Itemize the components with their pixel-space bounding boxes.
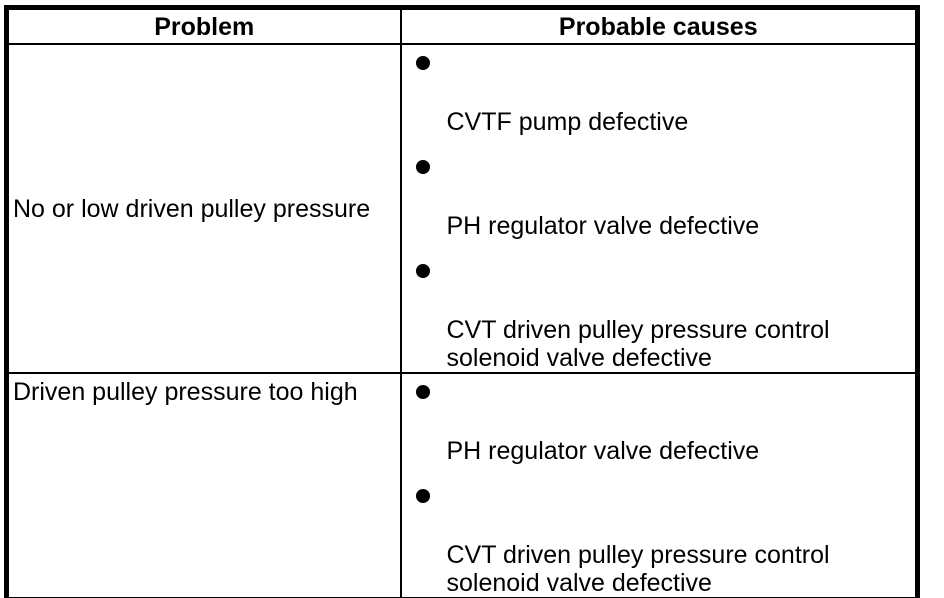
cause-text: PH regulator valve defective [446, 212, 760, 240]
causes-cell: PH regulator valve defective CVT driven p… [399, 372, 919, 598]
problem-cell: Driven pulley pressure too high [5, 372, 402, 598]
header-row: Problem Probable causes [5, 6, 919, 45]
cause-text: CVT driven pulley pressure control solen… [446, 541, 830, 597]
cause-text: PH regulator valve defective [446, 437, 760, 465]
cause-item: CVT driven pulley pressure control solen… [402, 489, 912, 597]
cause-item: PH regulator valve defective [402, 385, 912, 465]
cause-item: PH regulator valve defective [402, 160, 912, 240]
column-header-probable-causes: Probable causes [399, 6, 919, 45]
bullet-line [402, 489, 912, 541]
bullet-icon [415, 264, 430, 278]
bullet-icon [415, 489, 430, 503]
table-row: No or low driven pulley pressure CVTF pum… [5, 43, 919, 374]
bullet-icon [415, 56, 430, 70]
column-header-problem: Problem [5, 6, 402, 45]
cause-item: CVTF pump defective [402, 56, 912, 136]
table-body: No or low driven pulley pressure CVTF pum… [5, 43, 919, 598]
problem-text: Driven pulley pressure too high [13, 378, 358, 406]
problem-text: No or low driven pulley pressure [13, 194, 371, 223]
bullet-icon [415, 160, 430, 174]
bullet-line [402, 264, 912, 316]
bullet-line [402, 385, 912, 437]
cause-text: CVT driven pulley pressure control solen… [446, 316, 830, 372]
bullet-line [402, 56, 912, 108]
bullet-line [402, 160, 912, 212]
cause-item: CVT driven pulley pressure control solen… [402, 264, 912, 372]
bullet-icon [415, 385, 430, 399]
cause-text: CVTF pump defective [446, 108, 689, 136]
causes-cell: CVTF pump defective PH regulator valve de… [399, 43, 919, 374]
troubleshooting-table: Problem Probable causes No or low driven… [4, 5, 920, 598]
problem-cell: No or low driven pulley pressure [5, 43, 402, 374]
table-row: Driven pulley pressure too high PH regula… [5, 372, 919, 598]
